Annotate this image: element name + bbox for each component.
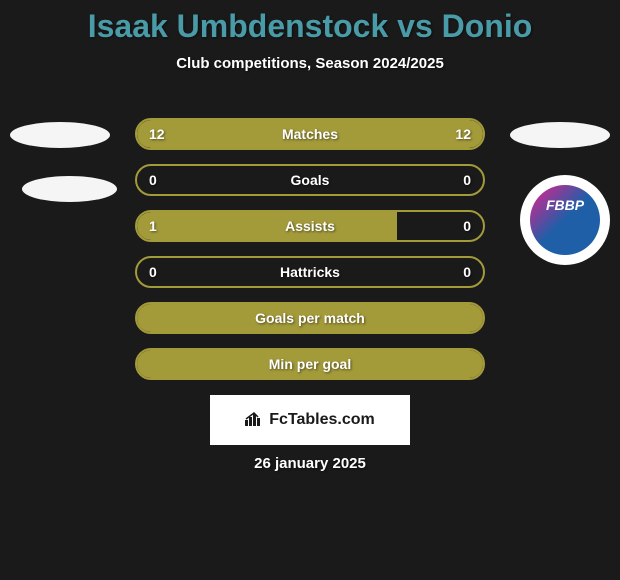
stat-label: Assists [285, 218, 335, 234]
fbbp-logo-text: FBBP [546, 197, 584, 213]
stat-row-assists: 1 Assists 0 [135, 210, 485, 242]
stat-value-left: 12 [149, 126, 165, 142]
stat-label: Min per goal [269, 356, 351, 372]
stat-row-min-per-goal: Min per goal [135, 348, 485, 380]
stat-row-goals-per-match: Goals per match [135, 302, 485, 334]
snapshot-date: 26 january 2025 [254, 455, 366, 472]
player-right-club-logo: FBBP [520, 175, 610, 265]
stat-value-left: 0 [149, 172, 157, 188]
stat-label: Hattricks [280, 264, 340, 280]
stat-value-right: 12 [455, 126, 471, 142]
stat-value-right: 0 [463, 264, 471, 280]
stat-label: Matches [282, 126, 338, 142]
footer-brand-text: FcTables.com [269, 411, 375, 429]
stat-value-left: 1 [149, 218, 157, 234]
stat-value-right: 0 [463, 218, 471, 234]
player-left-badge-2 [22, 176, 117, 202]
fbbp-logo-icon: FBBP [530, 185, 600, 255]
stat-value-left: 0 [149, 264, 157, 280]
stat-fill-left [137, 212, 397, 240]
stat-value-right: 0 [463, 172, 471, 188]
stat-label: Goals [291, 172, 330, 188]
stat-row-matches: 12 Matches 12 [135, 118, 485, 150]
footer-brand-box: FcTables.com [210, 395, 410, 445]
stat-label: Goals per match [255, 310, 365, 326]
stat-row-hattricks: 0 Hattricks 0 [135, 256, 485, 288]
player-left-badge-1 [10, 122, 110, 148]
comparison-subtitle: Club competitions, Season 2024/2025 [0, 55, 620, 72]
stat-row-goals: 0 Goals 0 [135, 164, 485, 196]
player-right-badge-1 [510, 122, 610, 148]
comparison-title: Isaak Umbdenstock vs Donio [0, 0, 620, 45]
stats-container: 12 Matches 12 0 Goals 0 1 Assists 0 0 Ha… [135, 118, 485, 394]
chart-icon [245, 412, 263, 429]
